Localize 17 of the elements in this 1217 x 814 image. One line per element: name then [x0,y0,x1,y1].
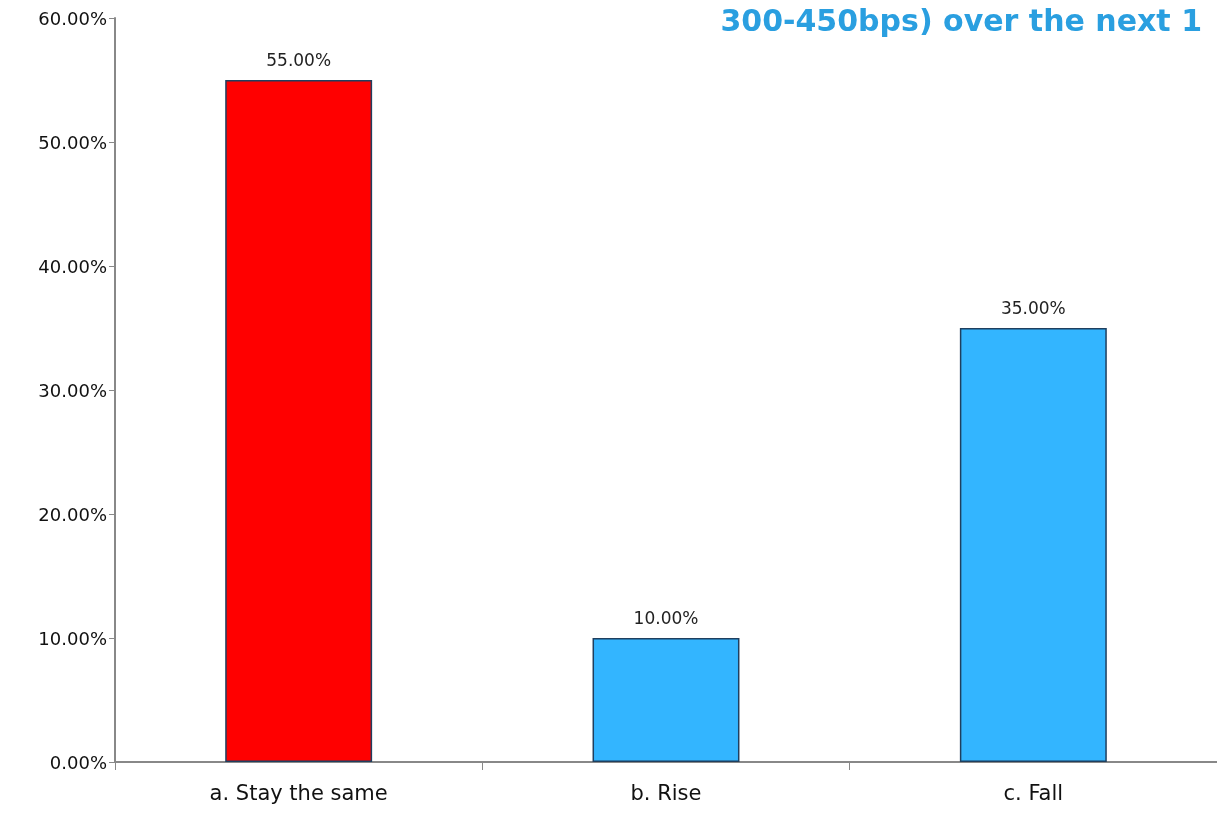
y-tick-label: 20.00% [38,503,107,525]
data-label: 10.00% [633,607,699,628]
y-tick-label: 60.00% [38,7,107,29]
y-tick-label: 40.00% [38,255,107,277]
bar [592,638,740,762]
y-tick-label: 50.00% [38,131,107,153]
x-tick-label: a. Stay the same [209,780,388,805]
data-label: 55.00% [266,49,332,70]
y-tick-label: 30.00% [38,379,107,401]
bar [225,80,373,762]
x-tick-label: c. Fall [1003,780,1064,805]
data-label: 35.00% [1000,297,1066,318]
bar [959,328,1107,762]
chart-title: 300-450bps) over the next 1 [720,2,1203,38]
x-tick-label: b. Rise [630,780,702,805]
y-tick-label: 0.00% [49,751,107,773]
y-tick-label: 10.00% [38,627,107,649]
